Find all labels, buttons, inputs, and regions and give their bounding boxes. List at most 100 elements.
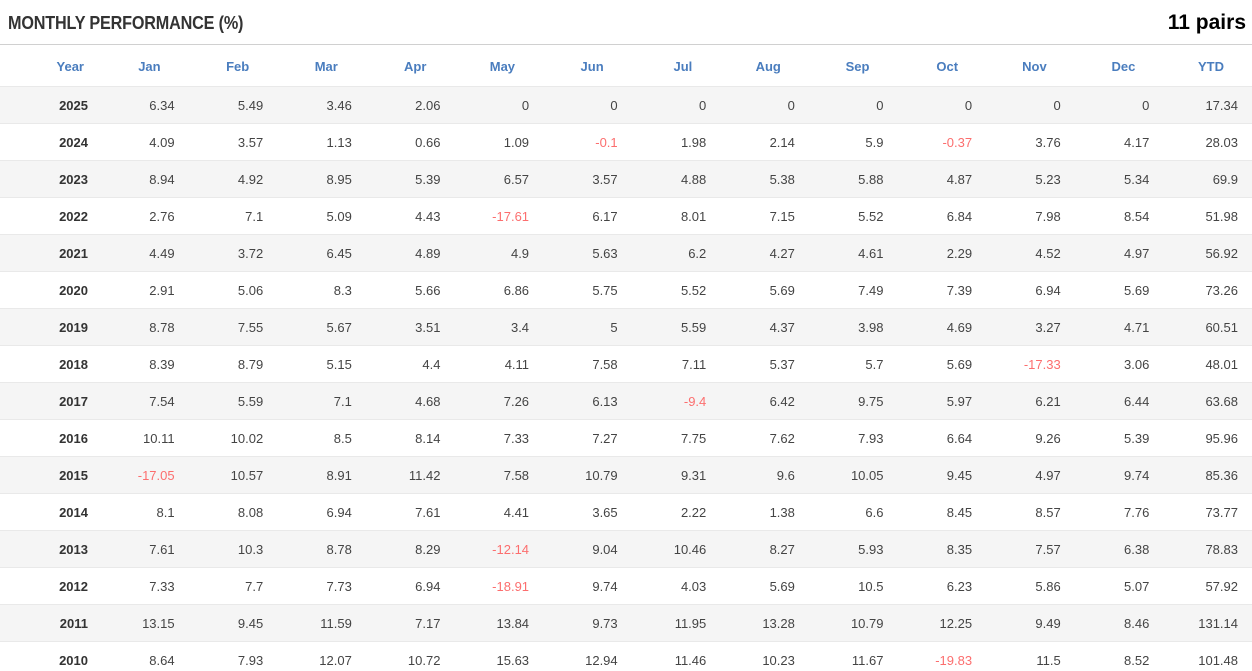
value-cell: -17.61	[492, 209, 530, 224]
value-cell: 8.94	[149, 172, 175, 187]
table-row: 2024 4.09 3.57 1.13 0.66 1.09 -0.1 1.98 2.14 5.9 -…	[0, 123, 1252, 161]
value-cell: 2.22	[680, 505, 707, 520]
value-cell: 6.44	[1124, 394, 1150, 409]
value-cell: 13.15	[142, 616, 175, 631]
value-cell: 5.97	[946, 394, 973, 409]
ytd-cell: 95.96	[1205, 431, 1238, 446]
value-cell: 7.93	[858, 431, 884, 446]
value-cell: 10.57	[230, 468, 264, 483]
value-cell: 9.45	[946, 468, 973, 483]
panel-title: MONTHLY PERFORMANCE (%)	[8, 12, 244, 33]
value-cell: 4.03	[680, 579, 707, 594]
value-cell: 4.88	[680, 172, 707, 187]
value-cell: 9.6	[776, 468, 795, 483]
column-header-may: May	[489, 59, 516, 74]
value-cell: 10.02	[230, 431, 264, 446]
value-cell: 6.42	[769, 394, 795, 409]
value-cell: 5.86	[1035, 579, 1061, 594]
value-cell: 11.95	[674, 616, 707, 631]
year-cell: 2010	[59, 653, 88, 668]
table-body: 2025 6.34 5.49 3.46 2.06 0 0 0 0 0 0 0 0 17.34 2024 4.0…	[0, 86, 1252, 671]
ytd-cell: 63.68	[1205, 394, 1238, 409]
value-cell: 4.69	[946, 320, 973, 335]
value-cell: 8.39	[149, 357, 175, 372]
value-cell: 9.45	[237, 616, 264, 631]
column-header-nov: Nov	[1022, 59, 1047, 74]
value-cell: 5.39	[1124, 431, 1150, 446]
value-cell: 8.08	[237, 505, 264, 520]
value-cell: -9.4	[683, 394, 707, 409]
value-cell: 0	[964, 98, 973, 113]
value-cell: 7.57	[1035, 542, 1061, 557]
year-cell: 2018	[59, 357, 88, 372]
value-cell: 11.42	[408, 468, 441, 483]
value-cell: 7.26	[503, 394, 530, 409]
value-cell: 9.74	[1124, 468, 1150, 483]
value-cell: 4.97	[1124, 246, 1150, 261]
value-cell: 3.76	[1035, 135, 1061, 150]
year-cell: 2022	[59, 209, 88, 224]
value-cell: 5	[610, 320, 618, 335]
value-cell: 9.49	[1035, 616, 1061, 631]
value-cell: 4.37	[769, 320, 795, 335]
ytd-cell: 73.77	[1205, 505, 1238, 520]
pairs-count-badge: 11 pairs	[1167, 11, 1246, 34]
value-cell: 6.45	[326, 246, 352, 261]
ytd-cell: 57.92	[1205, 579, 1238, 594]
value-cell: 8.91	[326, 468, 352, 483]
value-cell: 4.9	[510, 246, 530, 261]
value-cell: 9.74	[592, 579, 618, 594]
value-cell: 4.52	[1035, 246, 1061, 261]
value-cell: 8.79	[237, 357, 264, 372]
value-cell: 5.63	[592, 246, 618, 261]
value-cell: 7.33	[149, 579, 175, 594]
table-row: 2022 2.76 7.1 5.09 4.43 -17.61 6.17 8.01 7.15 5.5…	[0, 197, 1252, 235]
value-cell: 0	[610, 98, 618, 113]
table-row: 2019 8.78 7.55 5.67 3.51 3.4 5 5.59 4.37 3.98 4.69…	[0, 308, 1252, 346]
value-cell: 7.58	[503, 468, 530, 483]
value-cell: 6.2	[688, 246, 707, 261]
value-cell: 5.52	[858, 209, 884, 224]
value-cell: 5.06	[237, 283, 264, 298]
value-cell: 7.55	[237, 320, 264, 335]
value-cell: 9.75	[858, 394, 884, 409]
value-cell: 7.1	[333, 394, 352, 409]
table-row: 2017 7.54 5.59 7.1 4.68 7.26 6.13 -9.4 6.42 9.75 5…	[0, 382, 1252, 420]
table-header: Year Jan Feb Mar Apr May Jun Jul Aug Sep Oct Nov Dec…	[0, 45, 1252, 87]
column-header-dec: Dec	[1111, 59, 1136, 74]
year-cell: 2021	[59, 246, 88, 261]
value-cell: 5.09	[326, 209, 352, 224]
value-cell: 5.88	[858, 172, 884, 187]
value-cell: 8.95	[326, 172, 352, 187]
value-cell: 8.45	[946, 505, 973, 520]
value-cell: 7.73	[326, 579, 352, 594]
value-cell: 6.84	[946, 209, 973, 224]
value-cell: 7.1	[245, 209, 264, 224]
year-cell: 2020	[59, 283, 88, 298]
column-header-oct: Oct	[936, 59, 959, 74]
value-cell: 4.97	[1035, 468, 1061, 483]
value-cell: 7.58	[592, 357, 618, 372]
value-cell: -19.83	[935, 653, 973, 668]
value-cell: 7.76	[1124, 505, 1150, 520]
value-cell: 7.11	[681, 357, 707, 372]
table-row: 2014 8.1 8.08 6.94 7.61 4.41 3.65 2.22 1.38 6.6 8.…	[0, 493, 1252, 531]
ytd-cell: 78.83	[1205, 542, 1238, 557]
value-cell: 5.69	[769, 283, 795, 298]
value-cell: 6.13	[592, 394, 618, 409]
table-row: 2016 10.11 10.02 8.5 8.14 7.33 7.27 7.75 7.62 7.9…	[0, 419, 1252, 457]
value-cell: 5.52	[680, 283, 707, 298]
value-cell: 6.23	[946, 579, 973, 594]
value-cell: 7.62	[769, 431, 795, 446]
value-cell: -0.37	[942, 135, 973, 150]
value-cell: 7.39	[946, 283, 973, 298]
value-cell: 0.66	[415, 135, 441, 150]
column-header-ytd: YTD	[1198, 59, 1224, 74]
value-cell: 5.49	[237, 98, 264, 113]
value-cell: 10.72	[407, 653, 441, 668]
ytd-cell: 60.51	[1205, 320, 1238, 335]
value-cell: 7.7	[245, 579, 264, 594]
year-cell: 2025	[59, 98, 88, 113]
value-cell: 0	[876, 98, 884, 113]
value-cell: 0	[1053, 98, 1061, 113]
